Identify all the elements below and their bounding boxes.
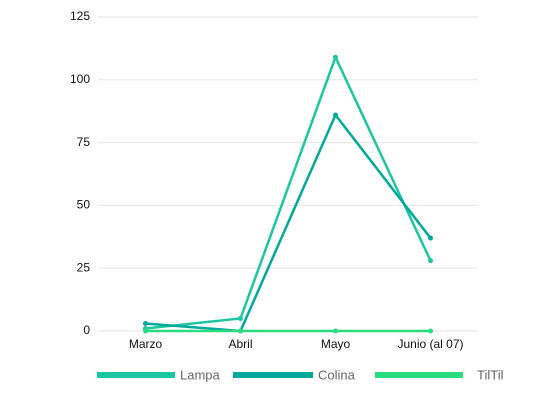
y-tick-label: 125 — [70, 9, 90, 23]
y-tick-label: 25 — [77, 260, 91, 274]
x-tick-label: Abril — [228, 337, 252, 351]
point — [333, 54, 338, 60]
point — [333, 112, 338, 118]
y-tick-label: 100 — [70, 72, 90, 86]
y-tick-label: 0 — [83, 323, 90, 337]
legend-label: Lampa — [180, 367, 221, 382]
point — [238, 315, 243, 321]
x-tick-label: Mayo — [321, 337, 351, 351]
point — [333, 328, 338, 334]
point — [143, 320, 148, 326]
point — [428, 235, 433, 241]
legend-swatch — [233, 372, 313, 378]
y-tick-label: 75 — [77, 135, 91, 149]
series-line — [145, 55, 432, 330]
point — [428, 258, 433, 264]
point — [143, 328, 148, 334]
legend-label: TilTil — [477, 367, 504, 382]
point — [238, 328, 243, 334]
y-tick-label: 50 — [77, 198, 91, 212]
legend-swatch — [375, 372, 463, 378]
legend-label: Colina — [318, 367, 356, 382]
x-tick-label: Junio (al 07) — [397, 337, 463, 351]
x-tick-label: Marzo — [129, 337, 163, 351]
legend-swatch — [97, 372, 175, 378]
point — [428, 328, 433, 334]
series-line — [145, 113, 432, 333]
